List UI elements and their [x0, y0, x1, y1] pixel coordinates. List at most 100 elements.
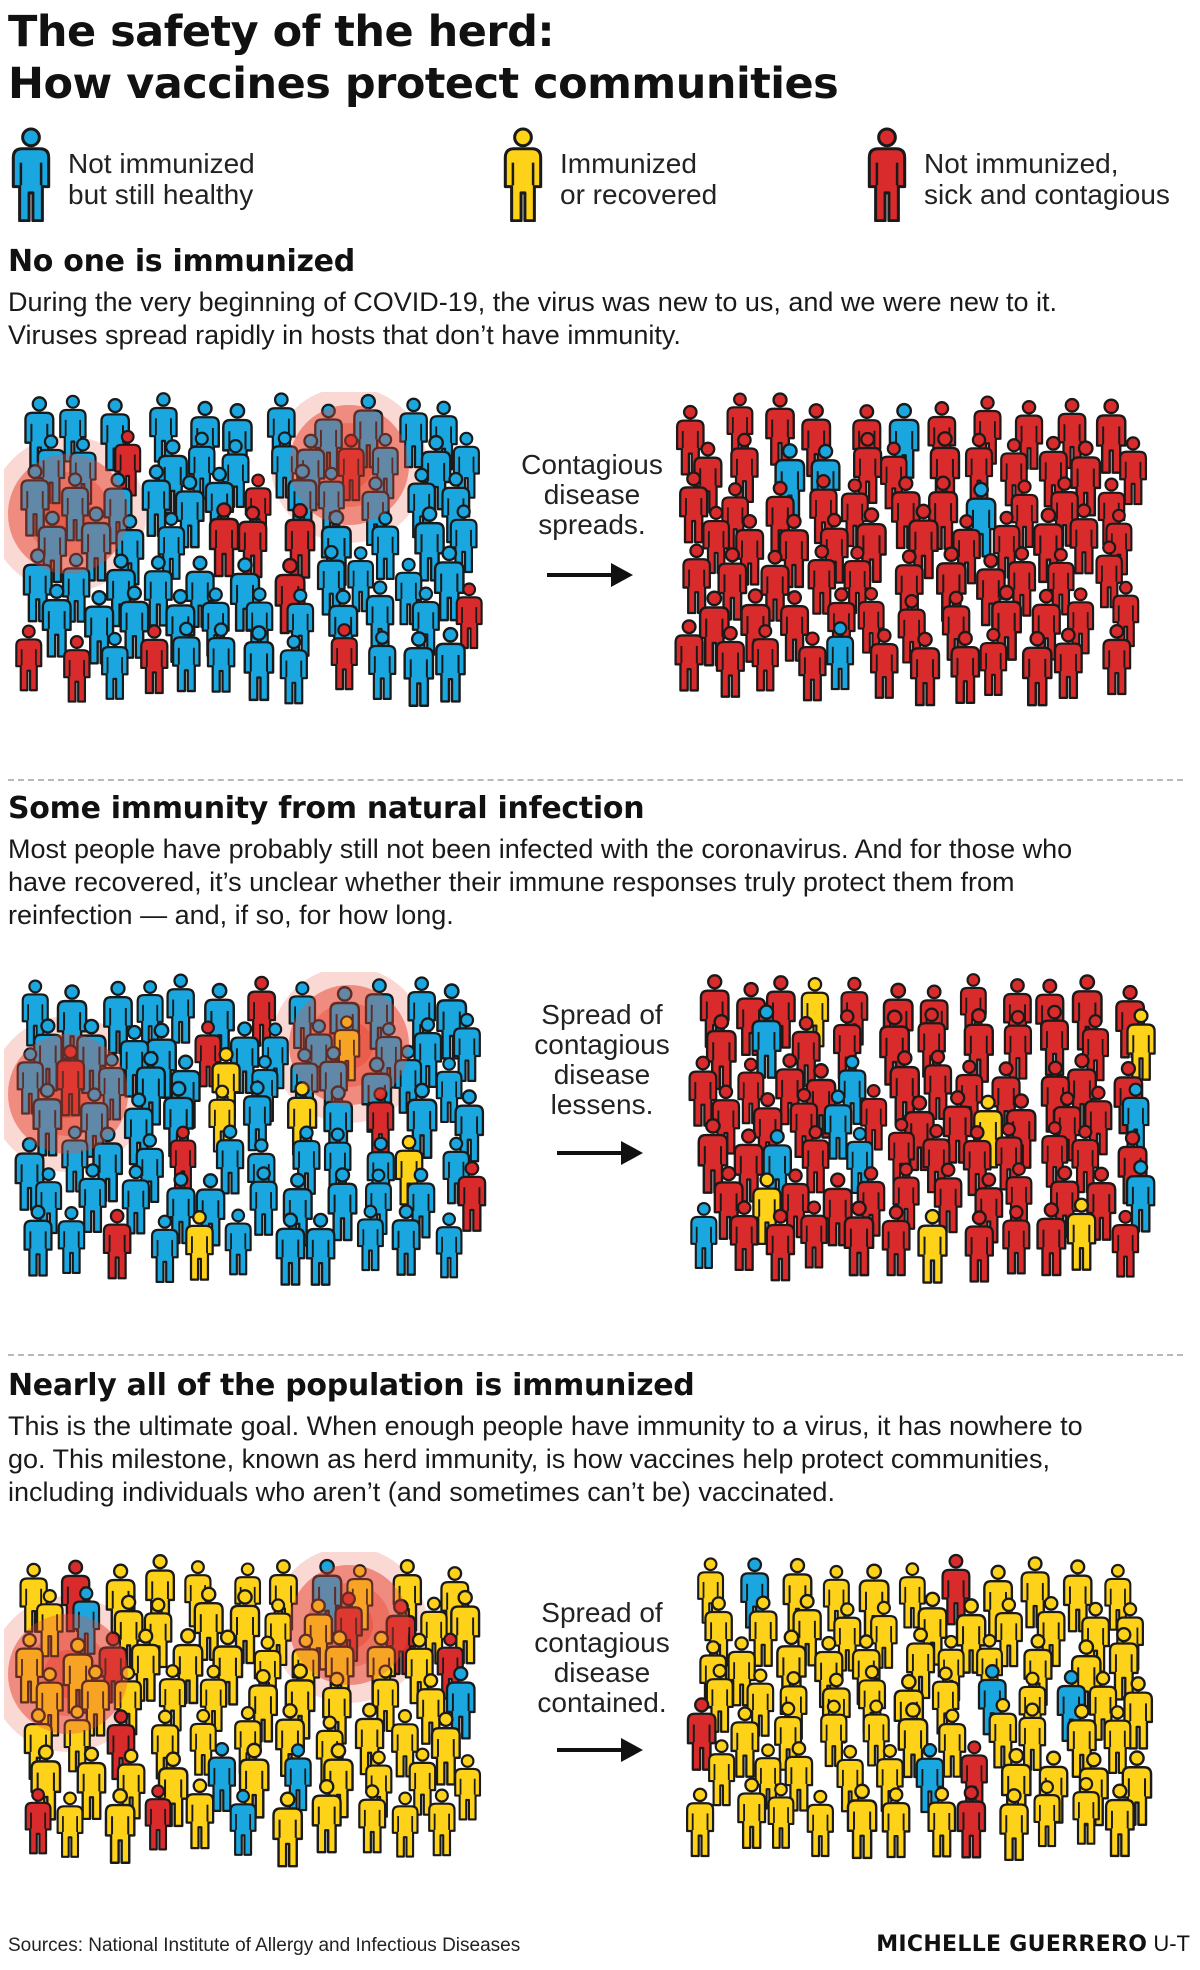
infection-glow-circle	[8, 454, 128, 574]
crowd-after	[674, 392, 1148, 707]
person-icon	[909, 631, 941, 707]
person-icon	[869, 628, 899, 699]
section-heading: Nearly all of the population is immunize…	[8, 1368, 695, 1403]
transition-caption: Contagious disease spreads.	[521, 449, 663, 540]
person-icon	[428, 1788, 456, 1857]
person-icon	[1053, 627, 1083, 700]
person-icon	[76, 1746, 107, 1821]
person-icon	[1002, 1204, 1031, 1275]
section-body: During the very beginning of COVID-19, t…	[8, 287, 1058, 350]
person-icon	[938, 1708, 967, 1778]
person-icon	[416, 1673, 446, 1745]
person-icon	[1119, 436, 1148, 506]
main-title: The safety of the herd: How vaccines pro…	[8, 6, 1188, 110]
title-line-2: How vaccines protect communities	[8, 59, 839, 109]
person-icon	[730, 432, 759, 503]
person-icon	[103, 980, 133, 1055]
sources-note: Sources: National Institute of Allergy a…	[8, 1935, 521, 1956]
title-line-1: The safety of the herd:	[8, 7, 555, 57]
person-icon	[765, 1208, 796, 1282]
person-icon	[404, 1632, 434, 1705]
person-icon	[185, 1778, 215, 1850]
section-divider	[8, 1354, 1183, 1356]
person-icon	[247, 975, 277, 1047]
person-icon	[941, 1553, 971, 1626]
person-icon	[206, 622, 236, 693]
person-icon	[35, 1589, 64, 1658]
person-icon	[1066, 1197, 1097, 1271]
person-icon	[249, 1166, 278, 1236]
person-icon	[730, 1706, 760, 1778]
person-icon	[452, 431, 480, 499]
person-icon	[215, 1124, 245, 1195]
transition-caption: Spread of contagious disease contained.	[534, 1597, 670, 1718]
person-icon	[917, 1208, 948, 1284]
person-icon	[141, 464, 172, 537]
person-icon	[1062, 1559, 1093, 1633]
person-icon	[862, 1699, 890, 1767]
person-icon	[889, 1050, 920, 1126]
person-icon	[806, 1789, 834, 1858]
person-icon	[798, 631, 827, 702]
person-icon	[391, 1204, 421, 1276]
person-icon	[55, 1044, 86, 1117]
person-icon	[104, 1788, 136, 1864]
person-icon	[979, 627, 1008, 696]
infection-glow-circle	[8, 1034, 128, 1154]
person-icon	[1081, 1601, 1110, 1673]
person-icon	[1018, 1702, 1047, 1772]
person-icon	[927, 1786, 957, 1858]
credit: MICHELLE GUERRERO U-T	[876, 1930, 1190, 1959]
arrow-right-icon	[547, 563, 633, 587]
person-icon	[751, 1004, 782, 1079]
person-icon	[950, 630, 981, 705]
credit-name: MICHELLE GUERRERO	[876, 1932, 1148, 1957]
person-icon	[1081, 1014, 1110, 1082]
person-icon	[964, 1210, 994, 1283]
person-icon	[11, 127, 51, 222]
person-icon	[15, 624, 43, 692]
person-icon	[408, 1747, 437, 1816]
person-icon	[1033, 1780, 1061, 1848]
person-icon	[784, 1741, 814, 1812]
person-icon	[867, 127, 907, 222]
infection-glow-circle	[289, 985, 409, 1105]
person-icon	[327, 1167, 358, 1242]
person-icon	[208, 502, 240, 578]
person-icon	[789, 1087, 819, 1158]
crowd-after	[686, 1553, 1154, 1862]
person-icon	[767, 1782, 795, 1849]
person-icon	[1095, 398, 1127, 474]
crowd-before	[4, 972, 487, 1286]
person-icon	[708, 1739, 736, 1807]
person-icon	[881, 1205, 911, 1277]
person-icon	[368, 630, 397, 701]
person-icon	[229, 1789, 257, 1856]
person-icon	[1021, 630, 1053, 707]
person-icon	[358, 1784, 387, 1854]
person-icon	[823, 1089, 853, 1160]
person-icon	[1071, 1124, 1100, 1194]
person-icon	[857, 586, 885, 654]
crowd-before	[4, 392, 483, 707]
person-icon	[238, 1742, 270, 1819]
person-icon	[688, 1055, 718, 1127]
legend-label: Immunized or recovered	[560, 148, 718, 210]
legend-label: Not immunized but still healthy	[68, 148, 255, 210]
person-icon	[737, 1777, 767, 1850]
person-icon	[846, 1126, 874, 1195]
person-icon	[843, 545, 872, 615]
infection-glow	[8, 405, 409, 574]
person-icon	[801, 1125, 830, 1194]
person-icon	[121, 1164, 150, 1235]
person-icon	[411, 586, 440, 656]
person-icon	[172, 621, 201, 693]
person-icon	[41, 583, 72, 658]
person-icon	[56, 1791, 84, 1858]
person-icon	[457, 1160, 487, 1232]
person-icon	[503, 127, 543, 222]
person-icon	[371, 511, 400, 580]
person-icon	[1108, 1626, 1139, 1701]
person-icon	[933, 1162, 963, 1234]
person-icon	[435, 1212, 463, 1279]
